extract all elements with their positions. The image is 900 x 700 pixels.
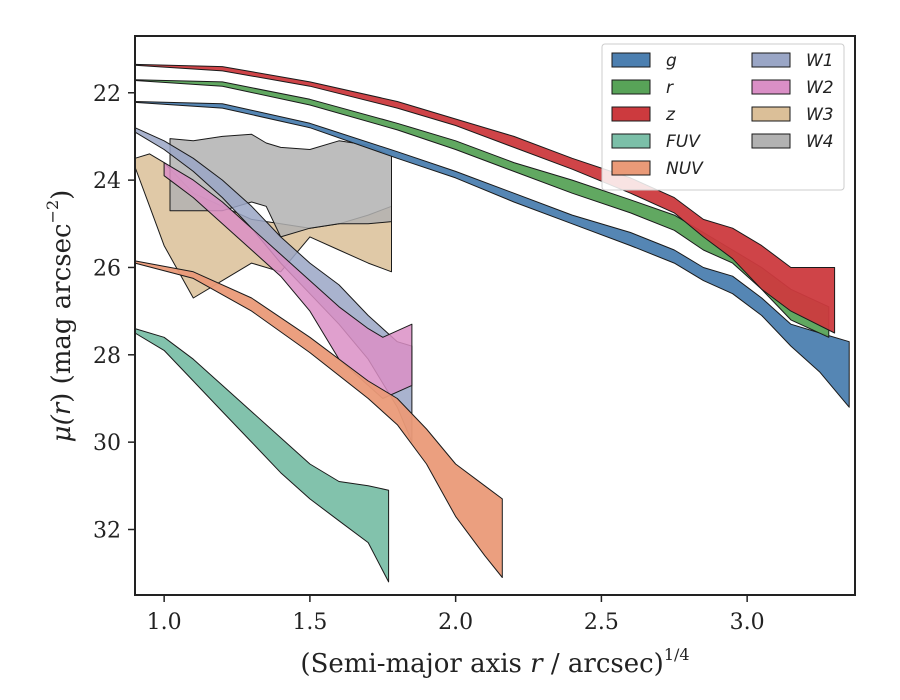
legend-label-nuv: NUV [666, 159, 704, 179]
band-nuv [134, 260, 503, 578]
y-axis-label-close: ) [47, 190, 77, 200]
legend-swatch-g [611, 52, 651, 68]
legend: grz FUV NUV W1 W2 W3 W4 [601, 43, 845, 191]
legend-label-fuv: FUV [666, 132, 701, 152]
legend-swatch-w1 [751, 52, 791, 68]
legend-swatch-w2 [751, 79, 791, 95]
y-axis-label: μ(r) (mag arcsec−2) [43, 190, 77, 443]
y-axis-label-rest: ) (mag arcsec [47, 223, 77, 402]
legend-label-r: r [666, 78, 674, 98]
x-tick-label: 3.0 [730, 610, 765, 635]
legend-swatch-fuv [611, 133, 651, 149]
legend-label-w4: W4 [806, 132, 834, 152]
legend-label-z: z [665, 105, 676, 125]
y-tick-label: 28 [93, 344, 121, 369]
legend-label-w2: W2 [806, 78, 834, 98]
y-tick-label: 22 [93, 82, 121, 107]
legend-swatch-r [611, 79, 651, 95]
band-w2 [163, 162, 413, 399]
y-axis-ticks: 22 24 26 28 30 32 [93, 82, 135, 543]
legend-swatch-w4 [751, 133, 791, 149]
plot-frame [134, 35, 856, 596]
x-axis-label-main: (Semi-major axis [300, 649, 530, 679]
legend-swatch-w3 [751, 106, 791, 122]
x-tick-label: 2.5 [584, 610, 619, 635]
x-axis-label-var: r [530, 649, 544, 679]
y-tick-label: 30 [93, 431, 121, 456]
legend-label-w1: W1 [806, 51, 834, 71]
x-axis-label: (Semi-major axis r / arcsec)1/4 [300, 645, 689, 679]
band-g [134, 101, 850, 408]
y-axis-label-sup: −2 [43, 200, 62, 224]
y-tick-label: 32 [93, 518, 121, 543]
band-r [134, 79, 830, 338]
y-axis-label-var: r [47, 401, 77, 415]
x-axis-label-unit: / arcsec) [543, 649, 664, 679]
y-tick-label: 24 [93, 169, 121, 194]
x-axis-label-sup: 1/4 [664, 645, 690, 664]
x-tick-label: 1.5 [292, 610, 327, 635]
band-fuv [134, 328, 390, 583]
x-tick-label: 1.0 [147, 610, 182, 635]
x-axis-ticks: 1.0 1.5 2.0 2.5 3.0 [147, 595, 765, 635]
x-tick-label: 2.0 [438, 610, 473, 635]
y-axis-label-mu: μ( [47, 414, 77, 442]
legend-label-g: g [666, 51, 677, 71]
legend-swatch-z [611, 106, 651, 122]
legend-label-w3: W3 [806, 105, 834, 125]
y-tick-label: 26 [93, 256, 121, 281]
legend-swatch-nuv [611, 160, 651, 176]
series-bands [134, 63, 850, 583]
band-z [134, 63, 836, 334]
